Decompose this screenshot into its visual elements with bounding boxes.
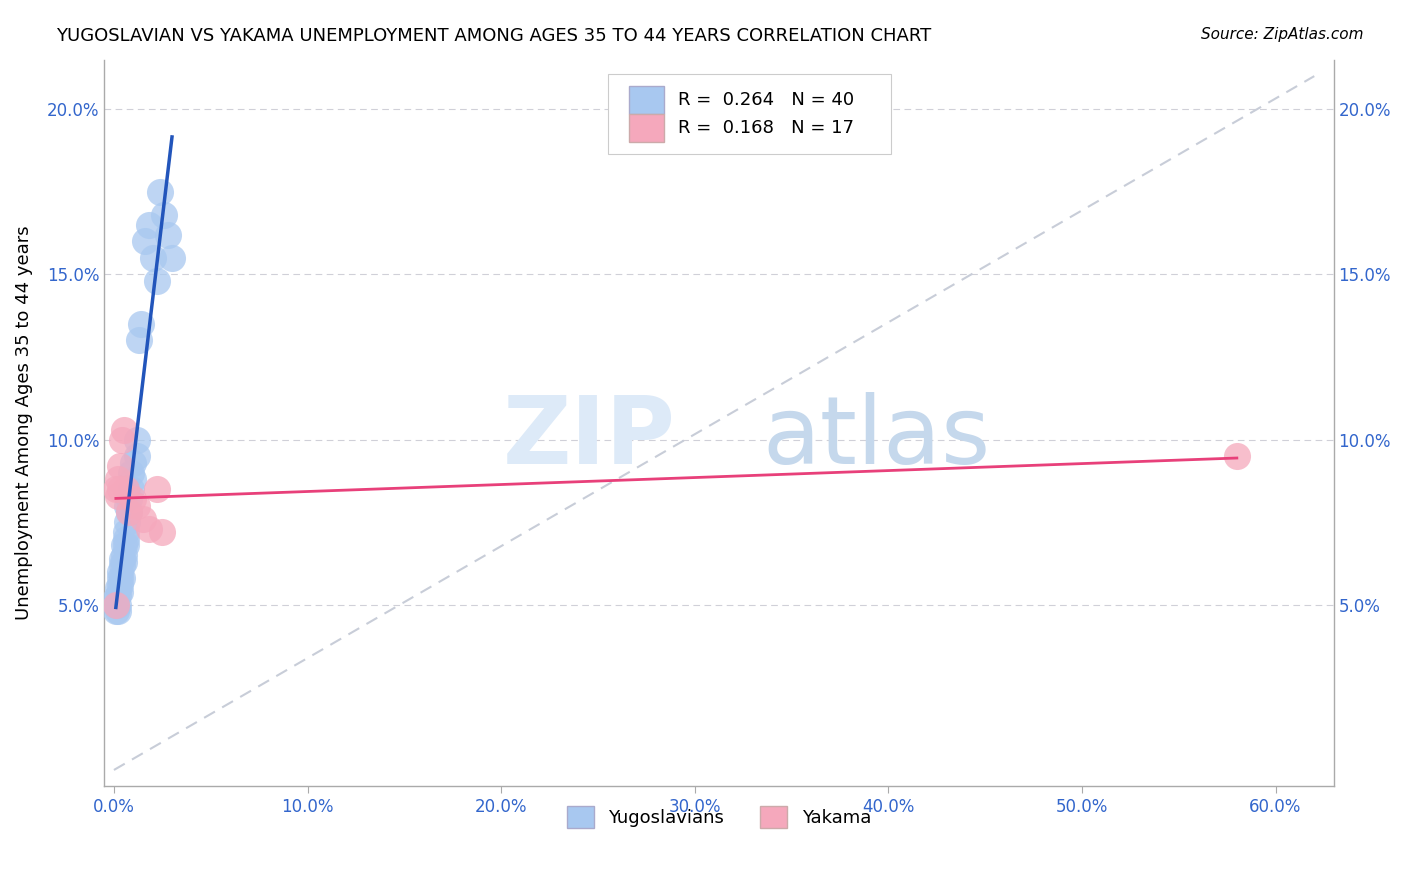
Point (104, 482, 127, 496)
Text: YUGOSLAVIAN VS YAKAMA UNEMPLOYMENT AMONG AGES 35 TO 44 YEARS CORRELATION CHART: YUGOSLAVIAN VS YAKAMA UNEMPLOYMENT AMONG… (56, 27, 932, 45)
Point (108, 482, 131, 496)
Text: Source: ZipAtlas.com: Source: ZipAtlas.com (1201, 27, 1364, 42)
Point (127, 433, 149, 447)
Text: R =  0.168   N = 17: R = 0.168 N = 17 (678, 119, 855, 137)
Point (150, 524, 173, 539)
Point (104, 591, 127, 606)
FancyBboxPatch shape (630, 114, 664, 142)
Point (117, 499, 139, 513)
Text: atlas: atlas (762, 392, 990, 483)
Point (118, 505, 141, 519)
Point (160, 251, 183, 265)
Point (120, 482, 142, 496)
Point (114, 538, 136, 552)
Y-axis label: Unemployment Among Ages 35 to 44 years: Unemployment Among Ages 35 to 44 years (15, 226, 32, 620)
Point (104, 598, 127, 612)
Point (104, 604, 127, 618)
FancyBboxPatch shape (630, 87, 664, 114)
Point (111, 433, 134, 447)
Point (112, 548, 135, 562)
Point (122, 456, 145, 470)
Point (112, 538, 135, 552)
Point (1226, 449, 1249, 463)
Point (120, 466, 142, 480)
Point (145, 274, 167, 288)
Point (111, 551, 134, 566)
Point (122, 491, 145, 506)
Point (112, 555, 135, 569)
Point (118, 491, 141, 506)
FancyBboxPatch shape (609, 74, 891, 154)
Point (138, 218, 160, 232)
Point (107, 489, 129, 503)
Point (127, 449, 149, 463)
Point (107, 472, 129, 486)
Point (134, 235, 156, 249)
Point (107, 588, 129, 602)
Point (117, 515, 139, 529)
Point (153, 208, 176, 222)
Point (111, 571, 134, 585)
Point (108, 578, 131, 592)
Text: R =  0.264   N = 40: R = 0.264 N = 40 (678, 91, 855, 110)
Legend: Yugoslavians, Yakama: Yugoslavians, Yakama (560, 799, 879, 836)
Point (108, 458, 131, 473)
Point (157, 227, 180, 242)
Point (128, 334, 150, 348)
Point (129, 317, 152, 331)
Point (107, 598, 129, 612)
Point (107, 581, 129, 595)
Point (122, 472, 145, 486)
Point (149, 185, 172, 199)
Point (138, 522, 160, 536)
Point (127, 499, 149, 513)
Point (114, 532, 136, 546)
Point (114, 482, 136, 496)
Point (108, 565, 131, 579)
Point (108, 584, 131, 599)
Point (118, 505, 141, 519)
Point (104, 598, 127, 612)
Point (114, 524, 136, 539)
Point (142, 251, 165, 265)
Point (108, 571, 131, 585)
Point (145, 482, 167, 496)
Point (112, 423, 135, 437)
Point (132, 512, 155, 526)
Text: ZIP: ZIP (503, 392, 676, 483)
Point (107, 604, 129, 618)
Point (111, 558, 134, 573)
